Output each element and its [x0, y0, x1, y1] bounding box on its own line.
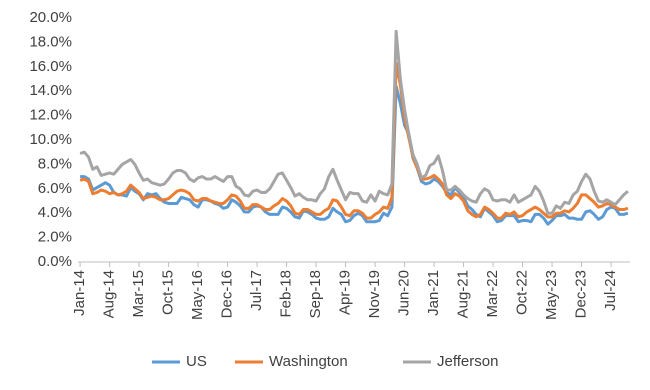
series-line [80, 84, 629, 226]
x-tick-label: Jan-21 [425, 270, 442, 316]
x-tick-label: May-16 [189, 270, 206, 320]
x-tick-label: Mar-22 [484, 270, 501, 318]
y-tick-label: 16.0% [29, 58, 72, 75]
y-tick-label: 20.0% [29, 9, 72, 26]
x-tick-label: Nov-19 [366, 270, 383, 318]
y-tick-label: 18.0% [29, 33, 72, 50]
y-tick-label: 0.0% [38, 253, 72, 270]
y-tick-label: 14.0% [29, 82, 72, 99]
y-tick-label: 2.0% [38, 229, 72, 246]
x-tick-label: Jun-20 [396, 270, 413, 316]
x-tick-label: Apr-19 [337, 270, 354, 315]
x-tick-label: Dec-16 [219, 270, 236, 318]
series-line [79, 61, 629, 220]
x-tick-label: Oct-15 [160, 270, 177, 315]
x-tick-label: Dec-23 [573, 270, 590, 318]
x-tick-label: Sep-18 [307, 270, 324, 318]
legend-label: Jefferson [437, 353, 498, 370]
y-tick-label: 12.0% [29, 107, 72, 124]
y-tick-label: 10.0% [29, 131, 72, 148]
x-tick-label: Mar-15 [130, 270, 147, 318]
x-tick-label: Feb-18 [278, 270, 295, 318]
y-tick-label: 6.0% [38, 180, 72, 197]
x-tick-label: Aug-21 [455, 270, 472, 318]
y-tick-label: 8.0% [38, 155, 72, 172]
legend-label: Washington [269, 353, 348, 370]
x-tick-label: Jul-17 [248, 270, 265, 311]
x-tick-label: May-23 [543, 270, 560, 320]
x-tick-label: Aug-14 [101, 270, 118, 318]
y-tick-label: 4.0% [38, 204, 72, 221]
series-line [79, 29, 629, 215]
x-tick-label: Jan-14 [71, 270, 88, 316]
legend-label: US [186, 353, 207, 370]
x-tick-label: Jul-24 [602, 270, 619, 311]
x-tick-label: Oct-22 [514, 270, 531, 315]
